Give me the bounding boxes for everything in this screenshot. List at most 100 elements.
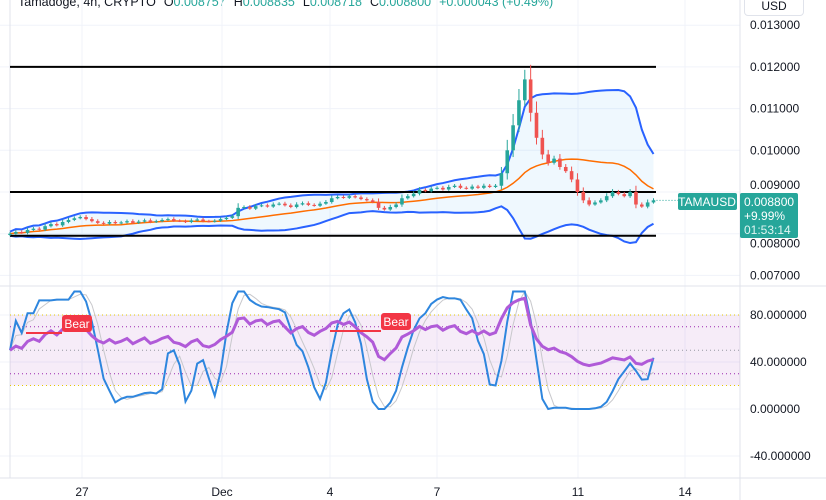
candle [101, 222, 106, 224]
candle [388, 207, 393, 210]
y-tick: 40.000000 [750, 355, 807, 369]
candle [142, 220, 147, 222]
candle [359, 197, 363, 200]
candle [136, 221, 141, 223]
bollinger-fill [10, 89, 654, 244]
candle [511, 125, 515, 151]
candle [300, 203, 305, 205]
price-tag-change: +9.99% [744, 209, 785, 223]
bear-label-text: Bear [64, 317, 89, 331]
candle [645, 202, 650, 207]
price-tag-countdown: 01:53:14 [744, 223, 791, 237]
candle [464, 187, 469, 189]
candle [517, 100, 521, 126]
candle [628, 192, 632, 197]
candle [25, 229, 30, 233]
candle [523, 79, 527, 101]
candle [482, 185, 486, 188]
candle [60, 222, 65, 226]
candle [622, 194, 627, 197]
candle [72, 218, 77, 220]
y-tick: 0.000000 [750, 402, 800, 416]
candle [189, 220, 194, 223]
candle [294, 204, 299, 208]
candle [599, 200, 603, 203]
currency-button[interactable]: USD [744, 0, 804, 16]
candle [335, 197, 340, 199]
open-value: 0.008757 [173, 0, 226, 9]
symbol-tag [678, 193, 737, 210]
y-tick: 0.007000 [750, 268, 800, 282]
candle [119, 222, 123, 224]
candle [493, 185, 498, 187]
rsi-line [9, 296, 654, 368]
open-label: O [163, 0, 174, 9]
candle [277, 203, 281, 205]
low-label: L [302, 0, 310, 9]
candle [84, 217, 88, 220]
candle [429, 188, 433, 192]
candle [248, 207, 252, 209]
candle [470, 186, 474, 189]
candle [370, 200, 375, 203]
close-value: 0.008800 [378, 0, 432, 9]
high-label: H [233, 0, 243, 9]
candle [406, 196, 410, 199]
candle [528, 79, 533, 113]
bear-label-text: Bear [383, 315, 408, 329]
candle [423, 189, 428, 192]
candle [224, 217, 229, 220]
candle [610, 192, 615, 197]
candle [283, 203, 287, 206]
candle [558, 158, 562, 167]
candle [90, 219, 94, 222]
candle [341, 197, 346, 199]
y-tick: 0.009000 [750, 178, 800, 192]
candle [306, 203, 311, 205]
candle [218, 219, 223, 221]
candle [640, 204, 644, 207]
x-tick: 7 [434, 485, 441, 499]
candle [616, 192, 621, 195]
candle [382, 207, 387, 210]
symbol-tag-text: TAMAUSD [678, 195, 736, 209]
candle [14, 232, 18, 234]
candle [177, 220, 182, 222]
candle [8, 233, 12, 235]
y-tick: 0.013000 [750, 18, 800, 32]
candle [113, 222, 118, 224]
bollinger-upper [9, 88, 655, 233]
candle [546, 154, 550, 163]
candle [534, 112, 539, 138]
candle [400, 198, 404, 205]
candle [253, 206, 258, 209]
candle [376, 202, 381, 208]
candle [55, 224, 59, 226]
y-tick: -40.000000 [750, 449, 811, 463]
candle [78, 217, 82, 219]
candle [19, 232, 24, 234]
low-value: 0.008718 [309, 0, 362, 9]
candle [131, 221, 135, 223]
candle [66, 219, 71, 223]
candle [160, 219, 164, 222]
candle [569, 171, 574, 180]
candle [365, 199, 369, 201]
candle [271, 204, 276, 207]
candle [575, 179, 580, 192]
stoch-rsi-k-line [9, 290, 655, 411]
candle [154, 221, 159, 223]
x-tick: 14 [678, 485, 692, 499]
candle [476, 186, 480, 188]
candle [324, 202, 328, 204]
candle [540, 137, 545, 155]
candle [441, 187, 445, 190]
candle [353, 196, 357, 198]
candle [148, 220, 153, 223]
candle [604, 196, 609, 201]
candle [259, 205, 264, 207]
candle [411, 193, 416, 197]
candle [166, 219, 170, 221]
y-tick: 0.012000 [750, 60, 800, 74]
